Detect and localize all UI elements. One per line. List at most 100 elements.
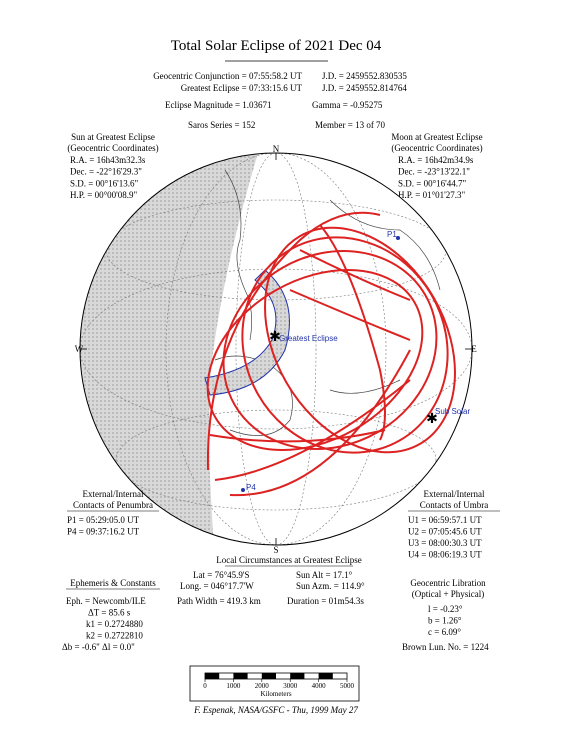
sub-solar-label: Sub Solar xyxy=(435,407,470,416)
block-row: Dec. = -22°16'29.3" xyxy=(70,167,142,177)
compass-ticks xyxy=(80,153,472,545)
libration-block: Geocentric Libration(Optical + Physical)… xyxy=(410,578,486,637)
block-row: Dec. = -23°13'22.1" xyxy=(398,167,470,177)
scale-segment xyxy=(205,673,220,679)
sub-solar-marker: ✱ xyxy=(426,412,438,427)
scale-segment xyxy=(318,673,333,679)
ephemeris-row: k2 = 0.2722810 xyxy=(86,631,143,641)
block-title: External/Internal xyxy=(424,489,485,499)
scale-ticks: 0 1000 2000 3000 4000 5000 xyxy=(203,673,355,690)
local-path-width: Path Width = 419.3 km xyxy=(177,596,261,606)
ephemeris-title: Ephemeris & Constants xyxy=(70,578,156,588)
title: Total Solar Eclipse of 2021 Dec 04 xyxy=(171,38,382,54)
block-title: Geocentric Libration xyxy=(410,578,486,588)
ephemeris-row: Eph. = Newcomb/ILE xyxy=(66,596,146,606)
block-row: R.A. = 16h43m32.3s xyxy=(70,155,146,165)
moon-block: Moon at Greatest Eclipse(Geocentric Coor… xyxy=(391,132,482,200)
scale-segment xyxy=(233,673,248,679)
block-row: U2 = 07:05:45.6 UT xyxy=(408,527,482,537)
scale-tick-label: 1000 xyxy=(226,682,241,690)
block-row: l = -0.23° xyxy=(428,604,463,614)
scale-unit: Kilometers xyxy=(260,690,291,698)
conjunction: Geocentric Conjunction = 07:55:58.2 UT xyxy=(153,71,302,81)
compass-e: E xyxy=(471,344,477,354)
grid-ellipse xyxy=(165,153,387,545)
greatest: Greatest Eclipse = 07:33:15.6 UT xyxy=(181,83,303,93)
scale-tick-label: 0 xyxy=(203,682,207,690)
block-title: (Geocentric Coordinates) xyxy=(391,143,482,153)
credit: F. Espenak, NASA/GSFC - Thu, 1999 May 27 xyxy=(193,705,358,715)
p1-marker xyxy=(396,236,400,240)
penumbra-line xyxy=(289,289,411,341)
compass-s: S xyxy=(273,545,278,555)
greatest-jd: J.D. = 2459552.814764 xyxy=(322,83,407,93)
block-row: H.P. = 01°01'27.3" xyxy=(398,190,466,200)
sun-block: Sun at Greatest Eclipse(Geocentric Coord… xyxy=(67,132,158,200)
penumbra-ellipse xyxy=(264,226,456,454)
penumbra-limit xyxy=(206,211,381,471)
penumbra-curves xyxy=(206,211,456,497)
p4-label: P4 xyxy=(246,483,256,492)
brown-lunation: Brown Lun. No. = 1224 xyxy=(402,642,489,652)
block-row: U4 = 08:06:19.3 UT xyxy=(408,550,482,560)
grid-ellipse xyxy=(235,153,317,545)
penumbra-line xyxy=(214,379,411,481)
local-duration: Duration = 01m54.3s xyxy=(287,596,364,606)
block-row: R.A. = 16h42m34.9s xyxy=(398,155,474,165)
compass-w: W xyxy=(75,344,84,354)
local-long: Long. = 046°17.7'W xyxy=(180,581,254,591)
scale-tick-label: 2000 xyxy=(255,682,270,690)
ephemeris-row: k1 = 0.2724880 xyxy=(86,619,143,629)
block-row: U1 = 06:59:57.1 UT xyxy=(408,515,482,525)
block-row: P4 = 09:37:16.2 UT xyxy=(67,527,140,537)
ephemeris-row: Δb = -0.6" Δl = 0.0" xyxy=(62,642,135,652)
greatest-label: Greatest Eclipse xyxy=(279,334,338,343)
saros: Saros Series = 152 xyxy=(188,120,255,130)
penumbra-ellipse xyxy=(206,268,424,452)
magnitude: Eclipse Magnitude = 1.03671 xyxy=(165,100,272,110)
gamma: Gamma = -0.95275 xyxy=(312,100,383,110)
scale-segment xyxy=(290,673,305,679)
penumbra-line xyxy=(229,349,411,497)
ephemeris-block: Eph. = Newcomb/ILE ΔT = 85.6 sk1 = 0.2724… xyxy=(62,596,146,652)
scale-tick-label: 5000 xyxy=(340,682,355,690)
greatest-marker: ✱ xyxy=(269,330,281,345)
scale-box xyxy=(189,665,360,702)
local-sun-azm: Sun Azm. = 114.9° xyxy=(296,581,365,591)
local-sun-alt: Sun Alt = 17.1° xyxy=(296,570,353,580)
coast xyxy=(329,379,401,394)
member: Member = 13 of 70 xyxy=(315,120,386,130)
p4-marker xyxy=(241,488,245,492)
p1-label: P1 xyxy=(387,230,397,239)
conjunction-jd: J.D. = 2459552.830535 xyxy=(322,71,407,81)
penumbra-line xyxy=(319,224,386,441)
scale-segment xyxy=(261,673,276,679)
block-title: Moon at Greatest Eclipse xyxy=(391,132,482,142)
ephemeris-row: ΔT = 85.6 s xyxy=(88,608,131,618)
block-row: S.D. = 00°16'13.6" xyxy=(70,178,139,188)
block-title: Sun at Greatest Eclipse xyxy=(71,132,155,142)
coast xyxy=(224,169,252,341)
block-row: b = 1.26° xyxy=(428,616,462,626)
block-title: Contacts of Penumbra xyxy=(73,500,153,510)
grid-ellipse xyxy=(115,409,437,511)
penumbra-line xyxy=(209,429,386,443)
block-row: P1 = 05:29:05.0 UT xyxy=(67,515,140,525)
block-row: U3 = 08:00:30.3 UT xyxy=(408,538,482,548)
penumbra-line xyxy=(299,249,411,301)
block-title: External/Internal xyxy=(83,489,144,499)
scale-tick-label: 3000 xyxy=(283,682,298,690)
block-row: c = 6.09° xyxy=(428,627,461,637)
block-title: (Optical + Physical) xyxy=(412,589,485,599)
block-title: Contacts of Umbra xyxy=(420,500,488,510)
block-row: H.P. = 00°00'08.9" xyxy=(70,190,138,200)
local-title: Local Circumstances at Greatest Eclipse xyxy=(216,555,361,565)
block-row: S.D. = 00°16'44.7" xyxy=(398,178,467,188)
block-title: (Geocentric Coordinates) xyxy=(67,143,158,153)
local-lat: Lat = 76°45.9'S xyxy=(193,570,250,580)
compass-n: N xyxy=(273,144,280,154)
scale-tick-label: 4000 xyxy=(312,682,327,690)
